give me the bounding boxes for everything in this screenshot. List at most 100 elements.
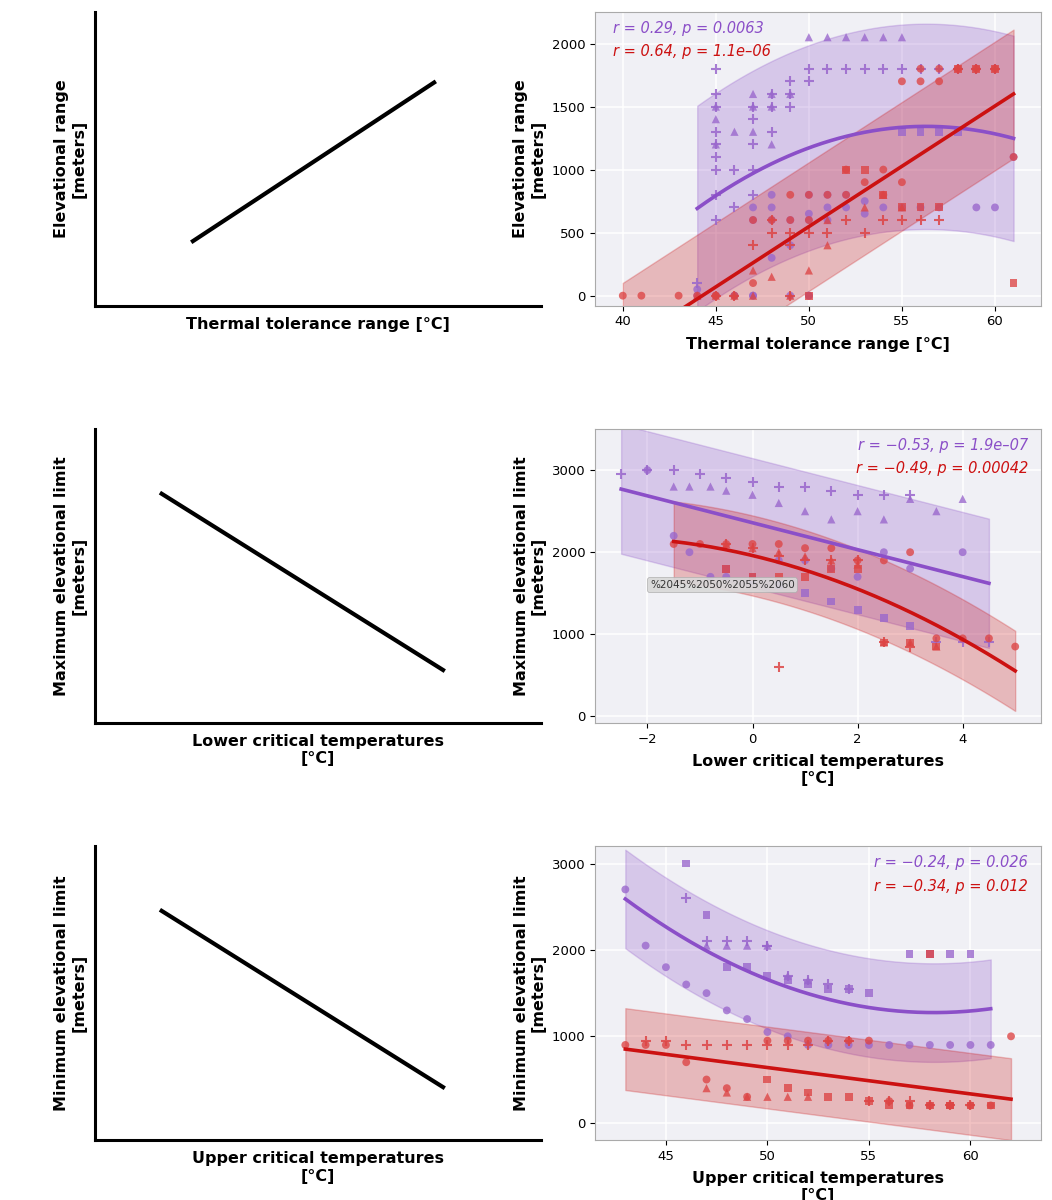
Point bbox=[801, 286, 817, 305]
Point bbox=[726, 286, 743, 305]
Point bbox=[912, 198, 929, 217]
Point bbox=[764, 223, 781, 242]
Point bbox=[837, 185, 854, 204]
Point bbox=[902, 1092, 918, 1111]
Point bbox=[837, 160, 854, 179]
Point bbox=[823, 510, 839, 529]
Point bbox=[707, 97, 724, 116]
Point bbox=[949, 59, 966, 78]
Point bbox=[745, 97, 762, 116]
Point bbox=[796, 547, 813, 566]
X-axis label: Lower critical temperatures
[°C]: Lower critical temperatures [°C] bbox=[191, 734, 444, 767]
Point bbox=[796, 551, 813, 570]
Point bbox=[875, 185, 892, 204]
Point bbox=[801, 210, 817, 229]
Point bbox=[689, 280, 706, 299]
Point bbox=[744, 473, 761, 492]
Point bbox=[987, 59, 1004, 78]
Point bbox=[665, 476, 682, 496]
Point bbox=[922, 944, 938, 964]
Point bbox=[677, 974, 694, 994]
Point bbox=[875, 185, 892, 204]
Point bbox=[856, 173, 873, 192]
Point bbox=[614, 286, 631, 305]
Point bbox=[782, 286, 798, 305]
Point bbox=[962, 1096, 978, 1115]
Point bbox=[699, 906, 715, 925]
Point bbox=[780, 1031, 796, 1050]
Point bbox=[893, 173, 910, 192]
Point bbox=[764, 198, 781, 217]
Point bbox=[699, 984, 715, 1003]
Point bbox=[875, 510, 892, 529]
Point bbox=[875, 160, 892, 179]
Point bbox=[800, 1082, 816, 1102]
Point bbox=[820, 1087, 836, 1106]
Point bbox=[764, 97, 781, 116]
Point bbox=[691, 464, 708, 484]
Point bbox=[841, 1031, 857, 1050]
Point bbox=[931, 210, 948, 229]
Point bbox=[856, 192, 873, 211]
Point bbox=[744, 568, 761, 587]
Point bbox=[782, 223, 798, 242]
Point bbox=[770, 493, 787, 512]
Point bbox=[689, 286, 706, 305]
Point bbox=[823, 551, 839, 570]
Point bbox=[717, 534, 734, 553]
Point bbox=[922, 1096, 938, 1115]
Text: r = −0.53, p = 1.9e–07: r = −0.53, p = 1.9e–07 bbox=[858, 438, 1028, 452]
Point bbox=[758, 936, 775, 955]
Text: r = 0.29, p = 0.0063: r = 0.29, p = 0.0063 bbox=[612, 20, 764, 36]
Point bbox=[796, 476, 813, 496]
Point bbox=[837, 210, 854, 229]
Point bbox=[689, 286, 706, 305]
Point bbox=[707, 286, 724, 305]
Point bbox=[658, 1031, 674, 1050]
Point bbox=[849, 502, 866, 521]
Point bbox=[770, 568, 787, 587]
Point bbox=[764, 210, 781, 229]
Point bbox=[983, 1036, 999, 1055]
Point bbox=[726, 160, 743, 179]
Point bbox=[962, 944, 978, 964]
Point bbox=[902, 637, 918, 656]
Point bbox=[616, 880, 633, 899]
Point bbox=[875, 198, 892, 217]
Point bbox=[823, 592, 839, 611]
Point bbox=[823, 539, 839, 558]
Point bbox=[893, 72, 910, 91]
Point bbox=[689, 286, 706, 305]
Point bbox=[707, 97, 724, 116]
Point bbox=[893, 198, 910, 217]
Point bbox=[849, 554, 866, 574]
Point bbox=[764, 134, 781, 154]
Point bbox=[902, 632, 918, 652]
Point bbox=[823, 559, 839, 578]
Point bbox=[796, 551, 813, 570]
Point bbox=[823, 481, 839, 500]
Point bbox=[968, 59, 985, 78]
Point bbox=[782, 84, 798, 103]
Point bbox=[633, 286, 650, 305]
Point bbox=[875, 59, 892, 78]
Point bbox=[745, 274, 762, 293]
Point bbox=[719, 1082, 735, 1102]
Point bbox=[699, 1070, 715, 1090]
Point bbox=[780, 1027, 796, 1046]
Point bbox=[780, 1087, 796, 1106]
Point bbox=[780, 966, 796, 985]
Point bbox=[931, 59, 948, 78]
Point bbox=[677, 1052, 694, 1072]
Point bbox=[782, 235, 798, 254]
X-axis label: Thermal tolerance range [°C]: Thermal tolerance range [°C] bbox=[186, 317, 450, 332]
Point bbox=[677, 1036, 694, 1055]
Point bbox=[707, 185, 724, 204]
Point bbox=[758, 1087, 775, 1106]
Point bbox=[800, 1036, 816, 1055]
Point bbox=[837, 198, 854, 217]
Point bbox=[954, 542, 971, 562]
Point bbox=[739, 1087, 755, 1106]
Point bbox=[987, 59, 1004, 78]
Point bbox=[717, 559, 734, 578]
